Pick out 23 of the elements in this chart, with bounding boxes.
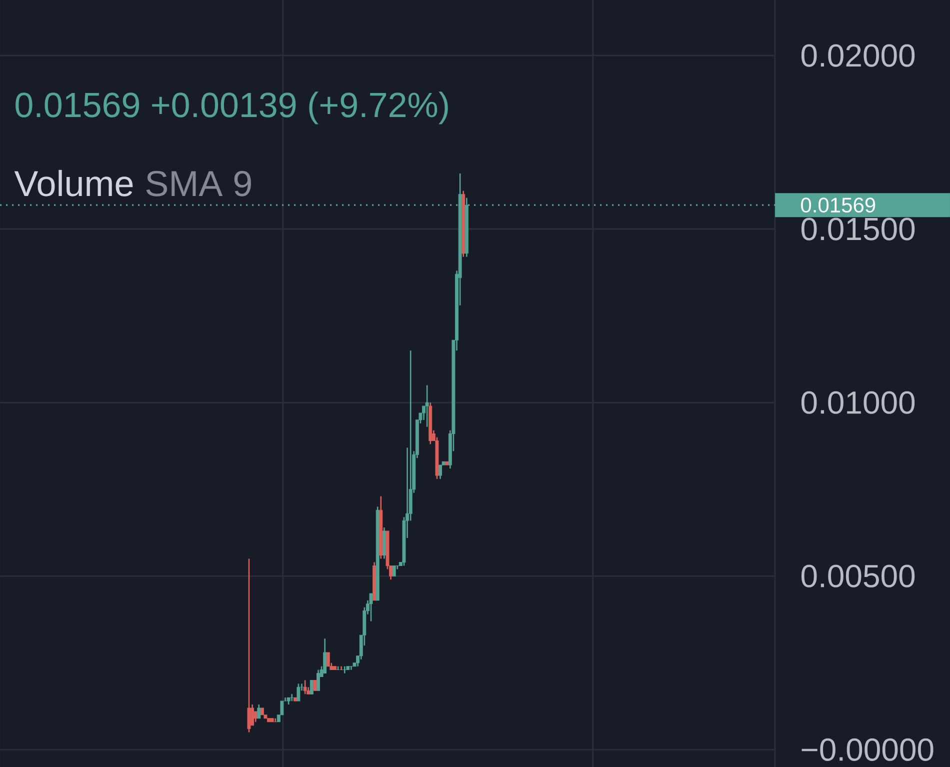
candlestick [392,565,396,576]
candlestick [257,704,261,720]
candlestick [438,464,442,480]
annotation: SMA 9 [146,170,251,196]
candlestick [310,680,314,695]
y-tick-label: −0.00000 [802,738,934,761]
y-tick-label: 0.02000 [801,44,915,67]
candlestick [316,669,320,692]
ref-line-label: 0.01569 [801,198,876,213]
candlestick [425,384,429,428]
candlestick [250,704,254,726]
y-tick-label: 0.00500 [801,564,915,588]
candlestick [290,693,294,702]
text: 0.01569 +0.00139 (+9.72%) [16,92,448,124]
annotation: Volume [14,170,133,196]
candlestick [369,592,373,622]
y-tick-label: 0.01500 [801,218,915,240]
y-tick-label: 0.01000 [801,391,915,414]
candlestick [303,680,307,695]
candlestick [326,652,330,667]
candlestick [296,683,300,702]
candlestick [323,638,327,674]
candlestick [247,558,251,733]
